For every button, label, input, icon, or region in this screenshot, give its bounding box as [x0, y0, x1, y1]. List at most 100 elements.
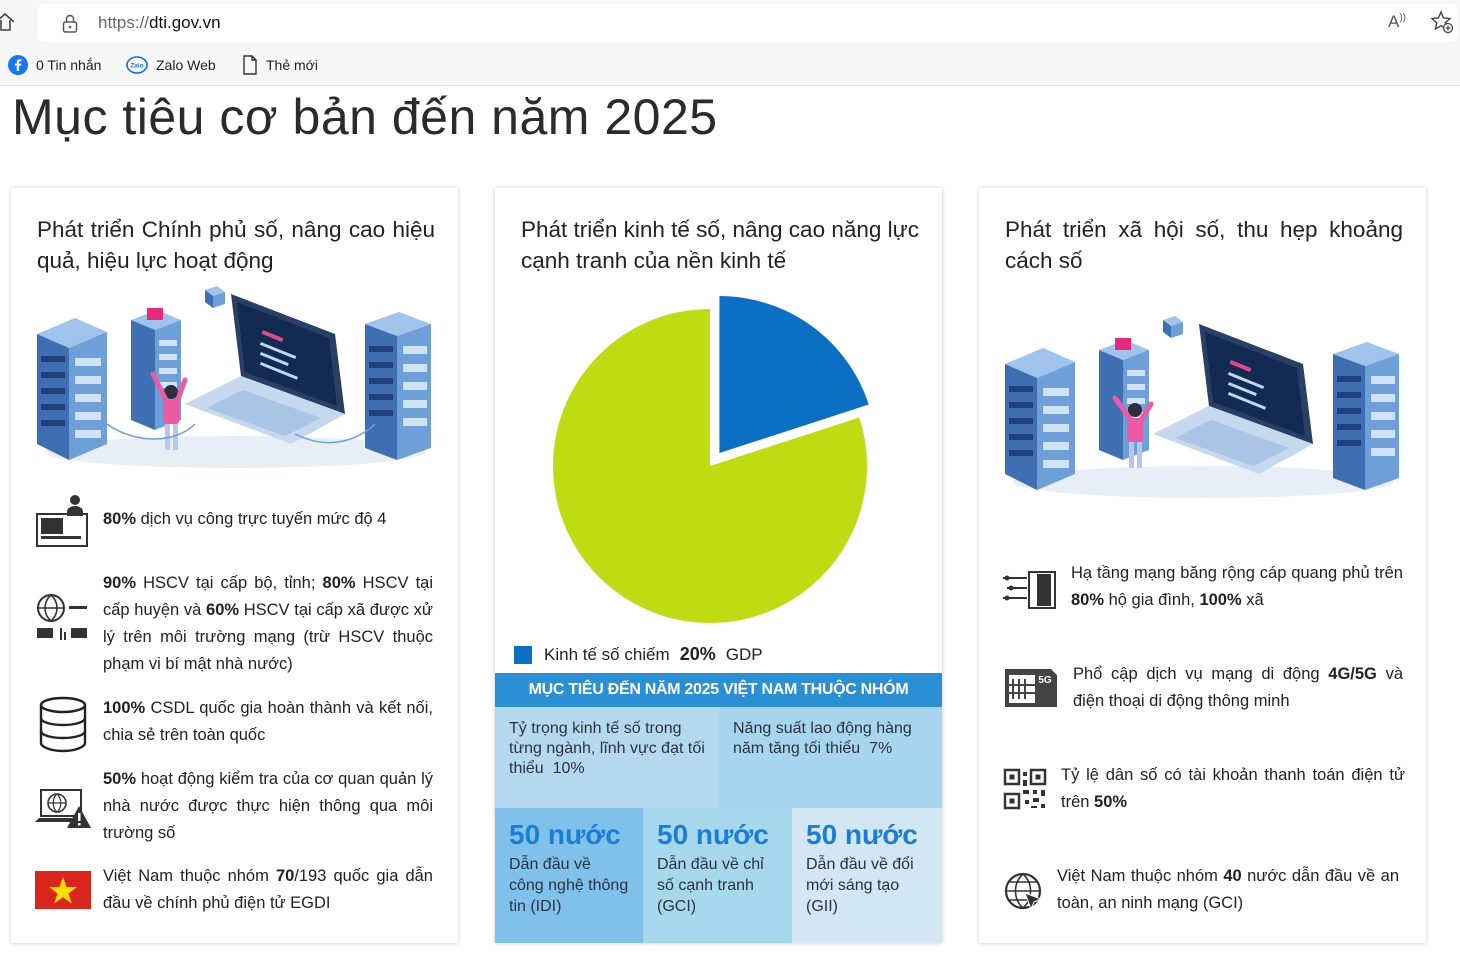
add-favorite-icon[interactable] [1430, 10, 1454, 34]
read-aloud-label: A [1388, 12, 1400, 31]
list-item: Việt Nam thuộc nhóm 40 nước dẫn đầu về a… [1003, 863, 1399, 917]
group-desc: Dẫn đầu về công nghệ thông tin (IDI) [509, 856, 629, 915]
page-title: Mục tiêu cơ bản đến năm 2025 [12, 89, 718, 145]
group-cell: 50 nước Dẫn đầu về công nghệ thông tin (… [495, 808, 643, 943]
item-bold: 80% [322, 574, 356, 592]
pie-slice [719, 296, 869, 454]
server-rack-left [37, 318, 107, 460]
item-desc: xã [1241, 591, 1264, 609]
item-bold: 100% [103, 699, 146, 717]
target-cell: Tỷ trọng kinh tế số trong từng ngành, lĩ… [495, 707, 719, 808]
item-bold: 40 [1223, 867, 1242, 885]
item-desc: Tỷ lệ dân số có tài khoản thanh toán điệ… [1061, 766, 1405, 811]
url-field[interactable]: https://dti.gov.vn A)) [38, 4, 1458, 42]
item-desc: nước dẫn đầu về an toàn, an ninh mạng (G… [1057, 867, 1399, 912]
group-count: 50 nước [509, 819, 621, 850]
item-desc: Phổ cập dịch vụ mạng di động [1073, 665, 1329, 683]
item-text: 90% HSCV tại cấp bộ, tỉnh; 80% HSCV tại … [103, 570, 433, 678]
person-figure [150, 371, 188, 450]
url-text: https://dti.gov.vn [98, 13, 221, 33]
bookmark-label: Zalo Web [156, 57, 216, 73]
bookmark-zalo[interactable]: Zalo Zalo Web [126, 55, 216, 75]
item-text: Tỷ lệ dân số có tài khoản thanh toán điệ… [1061, 762, 1405, 816]
legend-swatch [514, 645, 532, 664]
home-icon[interactable] [0, 12, 14, 32]
svg-text:Zalo: Zalo [130, 63, 143, 70]
list-item: 100% CSDL quốc gia hoàn thành và kết nối… [35, 695, 433, 755]
item-desc: Việt Nam thuộc nhóm [1057, 867, 1224, 885]
legend-suffix: GDP [725, 644, 763, 664]
item-text: Việt Nam thuộc nhóm 40 nước dẫn đầu về a… [1057, 863, 1399, 917]
inspection-warning-icon [35, 789, 91, 828]
lock-icon[interactable] [62, 14, 78, 33]
list-item: Việt Nam thuộc nhóm 70/193 quốc gia dẫn … [35, 863, 433, 917]
group-desc: Dẫn đầu về chỉ số cạnh tranh (GCI) [657, 856, 764, 915]
card-digital-government: Phát triển Chính phủ số, nâng cao hiệu q… [11, 188, 458, 943]
item-desc: HSCV tại cấp bộ, tỉnh; [136, 574, 323, 592]
item-desc: HSCV tại cấp xã được xử lý trên môi trườ… [103, 601, 433, 673]
target-banner: MỤC TIÊU ĐẾN NĂM 2025 VIỆT NAM THUỘC NHÓ… [495, 673, 942, 707]
5g-sim-icon: 5G [1005, 669, 1057, 707]
server-laptop-illustration [1005, 316, 1399, 498]
url-host: dti.gov.vn [149, 13, 221, 32]
target-value: 10% [552, 760, 585, 777]
item-text: Phổ cập dịch vụ mạng di động 4G/5G và đi… [1073, 661, 1403, 715]
item-bold: 80% [103, 510, 137, 528]
item-text: 80% dịch vụ công trực tuyến mức độ 4 [103, 496, 433, 533]
bookmark-facebook[interactable]: 0 Tin nhắn [8, 55, 101, 75]
read-aloud-icon[interactable]: A)) [1388, 12, 1407, 31]
group-count: 50 nước [806, 819, 918, 850]
target-desc: Năng suất lao động hàng năm tăng tối thi… [733, 720, 912, 757]
item-desc: Việt Nam thuộc nhóm [103, 867, 276, 885]
database-icon [39, 696, 87, 753]
pie-chart [553, 296, 869, 623]
item-bold: 60% [206, 601, 240, 619]
item-desc: Hạ tầng mạng băng rộng cáp quang phủ trê… [1071, 564, 1403, 582]
target-text: Tỷ trọng kinh tế số trong từng ngành, lĩ… [509, 719, 705, 779]
badge-5g: 5G [1038, 675, 1052, 686]
online-service-icon [36, 495, 88, 547]
item-bold: 90% [103, 574, 137, 592]
security-globe-icon [1004, 872, 1043, 911]
pie-slice [553, 309, 867, 623]
item-bold: 80% [1071, 591, 1105, 609]
group-desc: Dẫn đầu về đổi mới sáng tạo (GII) [806, 856, 914, 915]
item-bold: 50% [1094, 793, 1128, 811]
card-title: Phát triển xã hội số, thu hẹp khoảng các… [1005, 217, 1403, 273]
server-rack-right [365, 312, 431, 460]
item-bold: 4G/5G [1328, 665, 1377, 683]
item-desc: và điện thoại di động thông minh [1073, 665, 1404, 710]
item-bold: 50% [103, 770, 137, 788]
card-digital-economy: Phát triển kinh tế số, nâng cao năng lực… [495, 188, 942, 943]
target-desc: Tỷ trọng kinh tế số trong từng ngành, lĩ… [509, 720, 705, 777]
target-text: Năng suất lao động hàng năm tăng tối thi… [733, 719, 928, 759]
item-desc: hộ gia đình, [1104, 591, 1200, 609]
item-text: Việt Nam thuộc nhóm 70/193 quốc gia dẫn … [103, 863, 433, 917]
bookmark-label: 0 Tin nhắn [36, 57, 102, 73]
item-desc: hoạt động kiểm tra của cơ quan quản lý n… [103, 770, 433, 842]
bookmark-new-tab[interactable]: Thẻ mới [242, 55, 318, 75]
target-value: 7% [869, 740, 893, 757]
item-text: 50% hoạt động kiểm tra của cơ quan quản … [103, 766, 433, 847]
item-text: Hạ tầng mạng băng rộng cáp quang phủ trê… [1071, 560, 1403, 614]
laptop [185, 294, 345, 444]
item-bold: 70 [275, 867, 295, 885]
legend-prefix: Kinh tế số chiếm [544, 644, 670, 664]
group-count: 50 nước [657, 819, 769, 850]
chart-legend: Kinh tế số chiếm 20% GDP [514, 644, 763, 665]
page-icon [242, 55, 258, 75]
list-item: Tỷ lệ dân số có tài khoản thanh toán điệ… [1003, 762, 1405, 816]
item-bold: 100% [1199, 591, 1242, 609]
item-text: 100% CSDL quốc gia hoàn thành và kết nối… [103, 695, 433, 749]
bookmark-label: Thẻ mới [266, 57, 318, 73]
group-cell: 50 nước Dẫn đầu về đổi mới sáng tạo (GII… [792, 808, 942, 943]
list-item: Hạ tầng mạng băng rộng cáp quang phủ trê… [1003, 560, 1403, 614]
list-item: 80% dịch vụ công trực tuyến mức độ 4 [35, 495, 433, 552]
group-cell: 50 nước Dẫn đầu về chỉ số cạnh tranh (GC… [643, 808, 792, 943]
network-globe-icon [37, 594, 87, 640]
bookmarks-bar: 0 Tin nhắn Zalo Zalo Web Thẻ mới [0, 46, 1460, 86]
item-desc: dịch vụ công trực tuyến mức độ 4 [136, 510, 387, 528]
server-laptop-illustration [37, 286, 431, 468]
qr-code-icon [1003, 768, 1047, 810]
zalo-icon: Zalo [126, 55, 148, 75]
